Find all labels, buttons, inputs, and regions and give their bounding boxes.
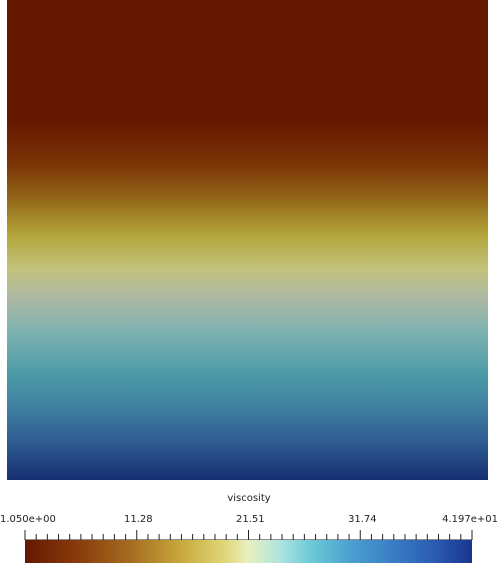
colorbar-tick-label-3: 31.74 [348,514,377,525]
colorbar [25,540,472,563]
colorbar-tick-label-max: 4.197e+01 [442,514,498,525]
viscosity-field-render [7,0,488,480]
colorbar-tick-label-2: 21.51 [236,514,265,525]
colorbar-tick-label-1: 11.28 [124,514,153,525]
colorbar-title: viscosity [227,493,271,504]
colorbar-tick-label-min: 1.050e+00 [0,514,56,525]
